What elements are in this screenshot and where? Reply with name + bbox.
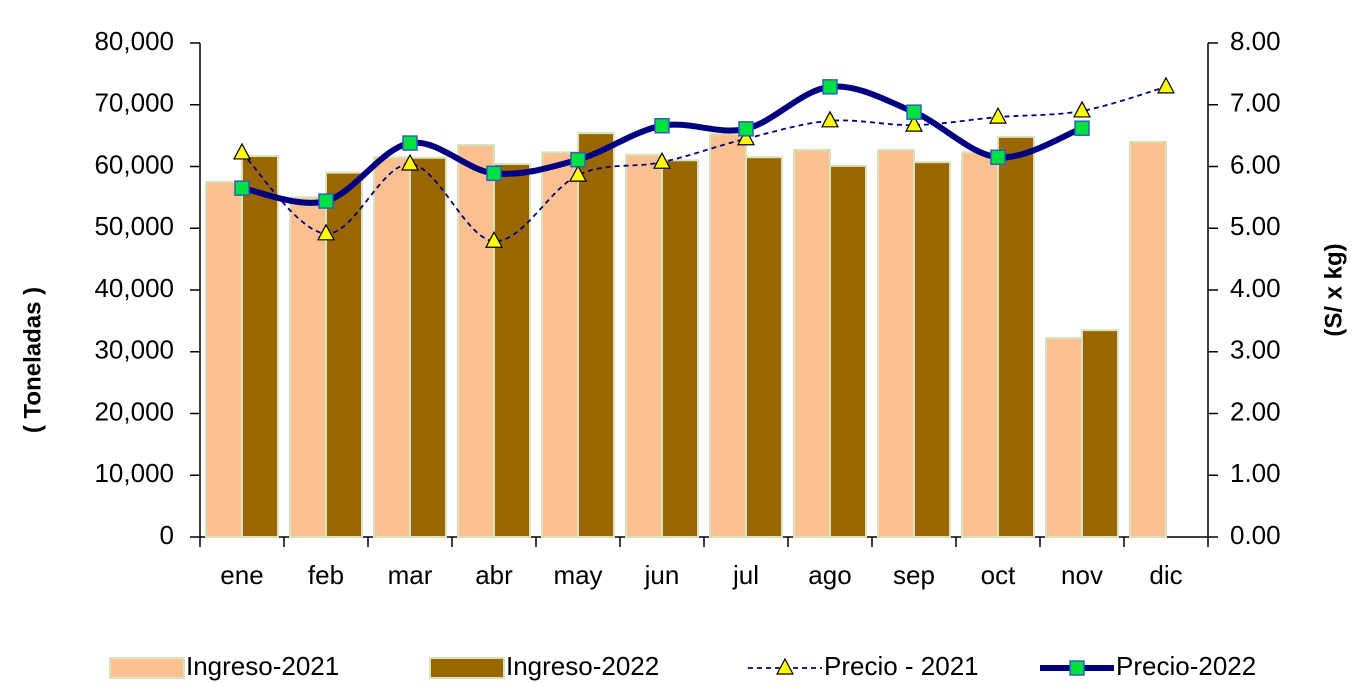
- bar: [877, 148, 915, 538]
- y2-tick-label: 6.00: [1230, 149, 1281, 179]
- bar: [913, 161, 951, 539]
- point: [485, 230, 503, 248]
- bar: [289, 196, 327, 538]
- bar: [493, 163, 531, 538]
- legend-label: Ingreso-2021: [186, 651, 339, 681]
- point: [738, 121, 754, 137]
- y-tick-label: 30,000: [94, 335, 174, 365]
- y-axis-title: ( Toneladas ): [19, 287, 46, 433]
- bar: [745, 156, 783, 539]
- point: [905, 114, 923, 132]
- legend-marker: [776, 657, 794, 675]
- point: [401, 153, 419, 171]
- y2-tick-label: 4.00: [1230, 273, 1281, 303]
- x-tick-label: sep: [893, 560, 935, 590]
- point: [821, 110, 839, 128]
- legend-label: Precio - 2021: [824, 651, 979, 681]
- point: [1073, 100, 1091, 118]
- point: [569, 164, 587, 182]
- point: [737, 128, 755, 146]
- y-tick-label: 70,000: [94, 88, 174, 118]
- bar: [409, 156, 447, 538]
- y2-axis-title: (S/ x kg): [1320, 243, 1347, 336]
- point: [990, 149, 1006, 165]
- point: [402, 135, 418, 151]
- y-tick-label: 10,000: [94, 458, 174, 488]
- legend-marker: [1069, 660, 1085, 676]
- bar: [997, 135, 1035, 539]
- x-tick-label: ago: [808, 560, 851, 590]
- bar: [793, 148, 831, 538]
- point: [906, 104, 922, 120]
- point: [1074, 120, 1090, 136]
- x-tick-label: feb: [308, 560, 344, 590]
- legend-swatch: [109, 657, 185, 679]
- point: [1157, 76, 1175, 94]
- bar: [1045, 337, 1083, 539]
- y-tick-label: 50,000: [94, 211, 174, 241]
- point: [234, 180, 250, 196]
- y-tick-label: 0: [160, 520, 174, 550]
- bar: [709, 132, 747, 539]
- bar: [241, 155, 279, 538]
- x-tick-label: jun: [644, 560, 680, 590]
- point: [822, 79, 838, 95]
- x-tick-label: mar: [388, 560, 433, 590]
- point: [653, 151, 671, 169]
- y-tick-label: 20,000: [94, 396, 174, 426]
- point: [317, 223, 335, 241]
- y2-tick-label: 8.00: [1230, 26, 1281, 56]
- y-tick-label: 80,000: [94, 26, 174, 56]
- bar: [829, 164, 867, 538]
- point: [654, 117, 670, 134]
- point: [486, 165, 502, 182]
- bar: [205, 180, 243, 538]
- y-tick-label: 60,000: [94, 149, 174, 179]
- point: [989, 106, 1007, 124]
- x-tick-label: may: [553, 560, 602, 590]
- bar: [625, 153, 663, 539]
- bar: [541, 151, 579, 539]
- y2-tick-label: 3.00: [1230, 335, 1281, 365]
- legend-label: Precio-2022: [1116, 651, 1256, 681]
- x-tick-label: nov: [1061, 560, 1103, 590]
- point: [570, 151, 586, 168]
- y2-tick-label: 1.00: [1230, 458, 1281, 488]
- y-tick-label: 40,000: [94, 273, 174, 303]
- x-tick-label: oct: [981, 560, 1016, 590]
- bar: [1081, 329, 1119, 539]
- bar: [1129, 140, 1167, 539]
- y2-tick-label: 5.00: [1230, 211, 1281, 241]
- y2-tick-label: 7.00: [1230, 88, 1281, 118]
- x-tick-label: ene: [220, 560, 263, 590]
- point: [318, 193, 334, 209]
- x-tick-label: abr: [475, 560, 513, 590]
- bar: [325, 171, 363, 539]
- bar: [961, 151, 999, 539]
- bar: [457, 143, 495, 538]
- x-tick-label: jul: [732, 560, 759, 590]
- bar: [661, 159, 699, 538]
- legend-label: Ingreso-2022: [506, 651, 659, 681]
- y2-tick-label: 0.00: [1230, 520, 1281, 550]
- x-tick-label: dic: [1149, 560, 1182, 590]
- bar: [577, 132, 615, 538]
- bar: [373, 156, 411, 539]
- legend-swatch: [429, 657, 505, 679]
- y2-tick-label: 2.00: [1230, 396, 1281, 426]
- point: [233, 142, 251, 160]
